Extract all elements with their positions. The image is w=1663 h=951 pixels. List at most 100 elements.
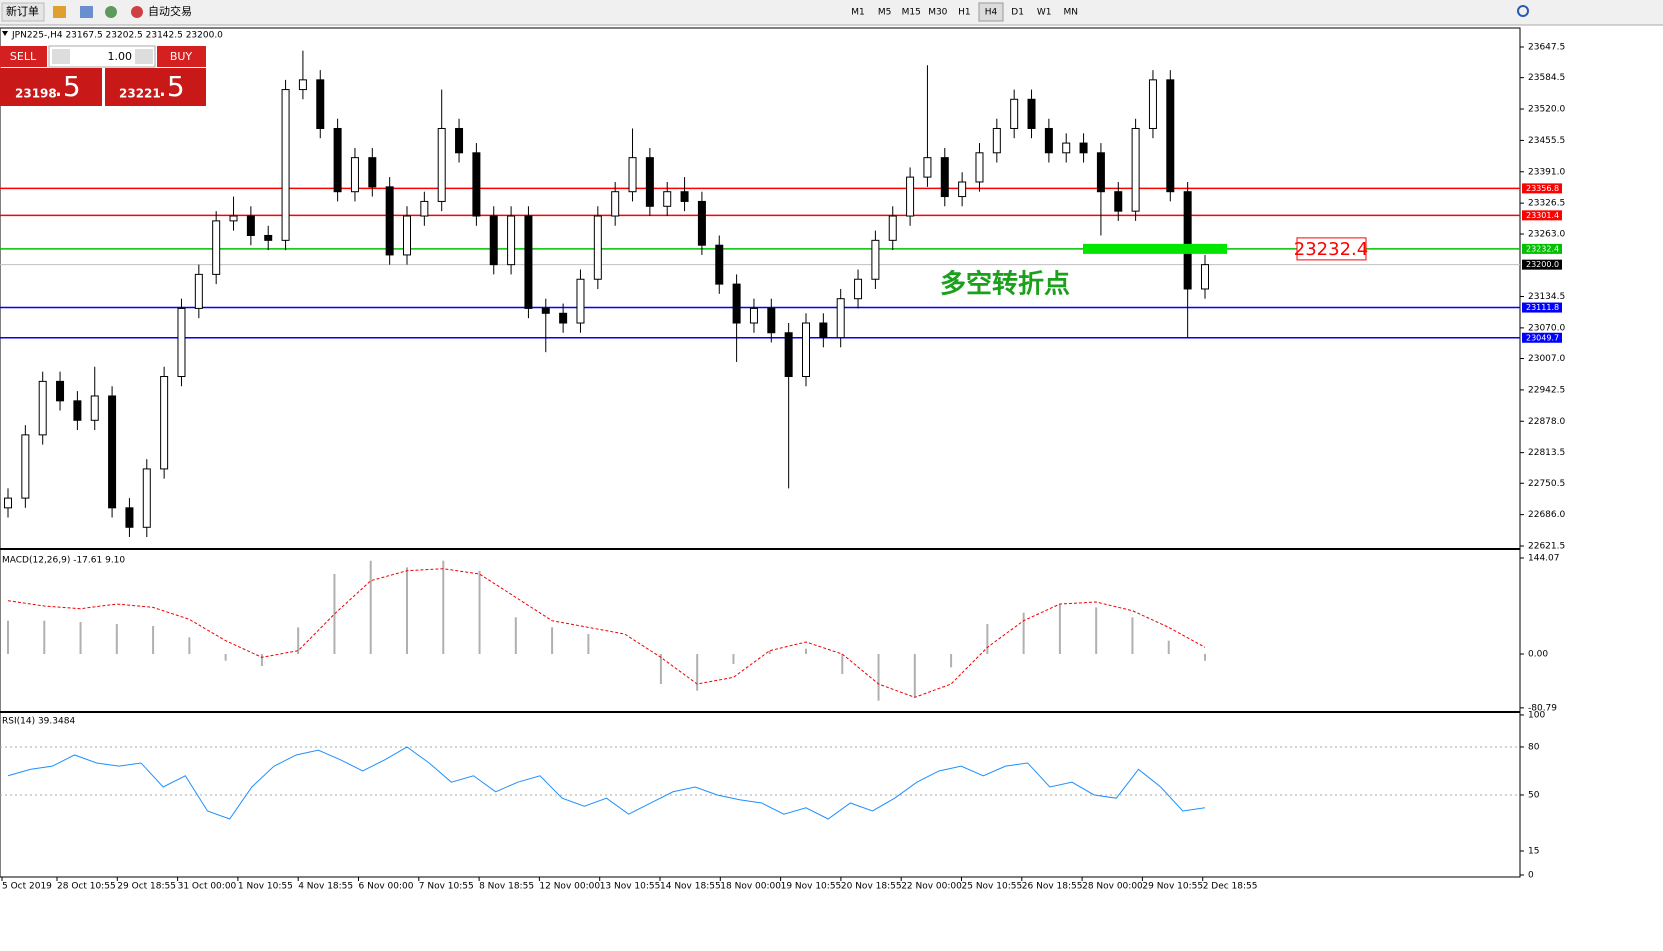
candle-body (663, 191, 672, 207)
lot-down[interactable] (52, 49, 70, 64)
candle-body (680, 191, 689, 202)
new-order-button[interactable] (1, 2, 45, 22)
lot-box[interactable] (48, 45, 156, 68)
sell-price-box[interactable] (0, 68, 102, 106)
icon[interactable] (53, 6, 66, 18)
candle-body (611, 191, 620, 217)
buy-price-box[interactable] (105, 68, 206, 106)
candle-body (992, 127, 1001, 154)
x-tick-label: 12 Nov 00:00 (539, 882, 600, 892)
candle-body (1027, 98, 1036, 129)
level-tag (1522, 259, 1562, 270)
candle-body (576, 278, 585, 324)
candle-body (906, 176, 915, 217)
icon[interactable] (80, 6, 93, 18)
timeframe-button[interactable]: W1 (1037, 8, 1052, 18)
buy-price: 23221 (119, 87, 161, 101)
candle-body (1062, 142, 1071, 154)
timeframe-button[interactable]: M30 (928, 8, 947, 18)
y-tick-label: 0.00 (1528, 650, 1548, 660)
x-tick-label: 18 Nov 00:00 (720, 882, 781, 892)
candle-body (1096, 152, 1105, 193)
y-tick-label: 22686.0 (1528, 510, 1565, 520)
level-tag (1522, 302, 1562, 313)
y-tick-label: 23455.5 (1528, 136, 1565, 146)
candle-body (697, 200, 706, 246)
candle-body (403, 215, 411, 256)
candle-body (507, 215, 516, 266)
lot-up[interactable] (135, 49, 153, 64)
candle-body (593, 215, 602, 280)
timeframe-active (978, 2, 1004, 22)
turning-point-bar (1083, 243, 1227, 254)
candle-body (784, 332, 793, 378)
candle-body (854, 278, 863, 300)
chart-frame (0, 27, 1521, 878)
x-tick-label: 28 Oct 10:55 (57, 882, 116, 892)
y-tick-label: 22750.5 (1528, 479, 1565, 489)
timeframe-button[interactable]: M1 (851, 8, 865, 18)
y-tick-label: 50 (1528, 790, 1540, 800)
x-tick-label: 19 Nov 10:55 (781, 882, 842, 892)
candle-body (888, 215, 897, 241)
x-tick-label: 29 Nov 10:55 (1142, 882, 1203, 892)
buy-label[interactable]: BUY (170, 50, 193, 63)
y-tick-label: 23007.0 (1528, 354, 1565, 364)
timeframe-button[interactable]: M15 (902, 8, 921, 18)
sell-button[interactable] (0, 46, 47, 67)
x-tick-label: 8 Nov 18:55 (479, 882, 534, 892)
timeframe-bar: M1 M5 M15 M30 H1 H4 D1 W1 MN (851, 2, 1079, 22)
candle-body (177, 307, 186, 378)
macd-signal (7, 568, 1206, 698)
x-tick-label: 7 Nov 10:55 (419, 882, 474, 892)
candle-body (1114, 191, 1123, 212)
sell-price: 23198 (15, 87, 57, 101)
x-tick-label: 13 Nov 10:55 (600, 882, 661, 892)
candle-body (1010, 98, 1019, 129)
y-tick-label: 22813.5 (1528, 448, 1565, 458)
timeframe-button[interactable]: M5 (878, 8, 892, 18)
candle-body (940, 157, 949, 198)
x-tick-label: 5 Oct 2019 (2, 882, 52, 892)
auto-trading-label[interactable]: 自动交易 (148, 4, 192, 18)
x-tick-label: 6 Nov 00:00 (359, 882, 414, 892)
level-label: 23356.8 (1526, 184, 1559, 193)
y-tick-label: 80 (1528, 742, 1540, 752)
candle-body (836, 298, 845, 339)
auto-trading-icon[interactable] (131, 6, 143, 18)
sell-label[interactable]: SELL (10, 50, 37, 63)
x-tick-label: 4 Nov 18:55 (298, 882, 353, 892)
y-tick-label: 23584.5 (1528, 73, 1565, 83)
candle-body (333, 127, 342, 193)
candle-body (316, 79, 325, 129)
timeframe-button[interactable]: H1 (958, 8, 971, 18)
level-tag (1522, 210, 1562, 221)
y-tick-label: 144.07 (1528, 553, 1560, 563)
candle-body (489, 215, 498, 266)
candle-body (472, 152, 481, 217)
candle-body (628, 157, 637, 193)
candle-body (1201, 264, 1209, 290)
timeframe-button[interactable]: D1 (1011, 8, 1024, 18)
candle-body (298, 79, 307, 91)
x-tick-label: 22 Nov 00:00 (901, 882, 962, 892)
x-tick-label: 1 Nov 10:55 (238, 882, 293, 892)
x-tick-label: 14 Nov 18:55 (660, 882, 721, 892)
sell-fraction: .5 (54, 70, 81, 103)
candle-body (38, 380, 47, 436)
timeframe-button[interactable]: MN (1064, 8, 1079, 18)
y-tick-label: 23263.0 (1528, 230, 1565, 240)
search-icon[interactable] (1517, 5, 1529, 17)
level-label: 23200.0 (1526, 260, 1559, 269)
candle-body (524, 215, 533, 309)
icon[interactable] (105, 6, 117, 18)
level-label: 23111.8 (1526, 303, 1559, 312)
y-tick-label: 100 (1528, 710, 1545, 720)
candle-body (923, 157, 932, 178)
lot-value[interactable]: 1.00 (108, 50, 133, 63)
buy-button[interactable] (157, 46, 206, 67)
candle-body (541, 307, 550, 314)
timeframe-button[interactable]: H4 (985, 8, 998, 18)
candle-body (1148, 79, 1157, 129)
candle-body (819, 322, 828, 339)
